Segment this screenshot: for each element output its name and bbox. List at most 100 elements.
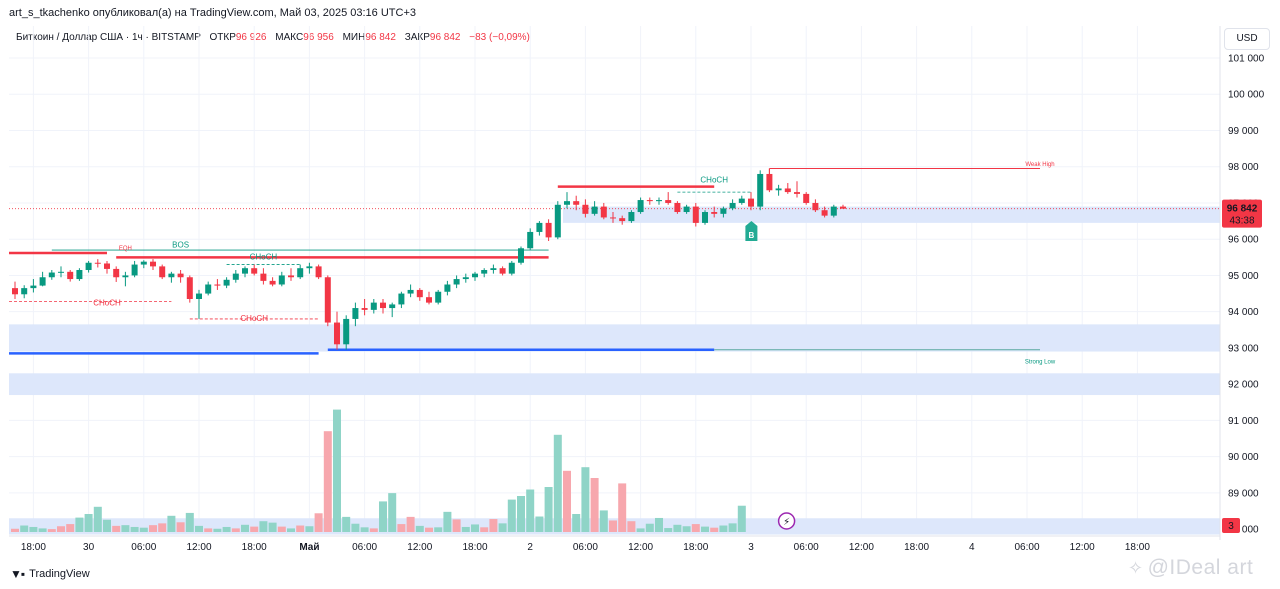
- candle-body: [389, 304, 396, 309]
- volume-bar: [84, 514, 93, 532]
- volume-bar: [213, 528, 222, 532]
- symbol-name[interactable]: Биткоин / Доллар США · 1ч · BITSTAMP: [16, 32, 201, 43]
- candle-body: [343, 318, 350, 345]
- volume-bar: [655, 517, 663, 532]
- price-tick: 95 000: [1228, 271, 1259, 282]
- volume-bar: [195, 525, 203, 532]
- volume-bar: [682, 526, 691, 532]
- price-tick: 89 000: [1228, 488, 1259, 499]
- time-axis[interactable]: 18:00 30 06:00 12:00 18:00 Май 06:00 12:00 18:00…: [9, 535, 1220, 553]
- annotation-label: BOS: [172, 241, 189, 250]
- time-tick: 18:00: [462, 542, 487, 553]
- volume-bar: [701, 526, 709, 532]
- candle-body: [518, 248, 524, 263]
- annotation-label: CHoCH: [250, 253, 278, 262]
- candle-body: [564, 201, 570, 205]
- candle-body: [554, 204, 561, 238]
- candle-body: [67, 271, 74, 280]
- volume-bar: [222, 526, 231, 532]
- volume-bar: [737, 505, 746, 532]
- volume-bar: [259, 521, 268, 532]
- volume-bar: [342, 516, 351, 532]
- candle-body: [757, 173, 764, 207]
- time-tick: 06:00: [794, 542, 819, 553]
- currency-button[interactable]: USD: [1224, 28, 1270, 50]
- candle-body: [196, 293, 202, 299]
- candle-body: [692, 206, 699, 223]
- volume-bar: [38, 528, 47, 532]
- time-tick: 18:00: [21, 542, 46, 553]
- time-tick: 06:00: [352, 542, 377, 553]
- candle-body: [113, 268, 120, 278]
- candle-body: [260, 273, 267, 281]
- volume-bar: [333, 409, 341, 532]
- candle-body: [361, 308, 368, 310]
- price-tick: 91 000: [1228, 416, 1259, 427]
- candle-body: [508, 262, 515, 274]
- volume-bar: [471, 524, 479, 532]
- candle-body: [278, 275, 285, 285]
- time-tick: 12:00: [1070, 542, 1095, 553]
- candle-body: [288, 275, 294, 278]
- volume-bar: [517, 496, 525, 532]
- candle-body: [729, 202, 736, 209]
- candle-body: [545, 222, 552, 238]
- candle-body: [334, 322, 340, 345]
- candle-body: [830, 206, 837, 216]
- candle-body: [794, 192, 800, 194]
- zones: [9, 206, 1220, 535]
- volume-bar: [425, 527, 433, 532]
- buy-marker-label: B: [749, 231, 755, 240]
- zone-0: [563, 206, 1220, 223]
- candle-body: [435, 291, 442, 303]
- volume-bar: [480, 527, 489, 532]
- candle-body: [683, 206, 690, 213]
- candle-body: [812, 202, 819, 211]
- volume-bar: [590, 478, 599, 532]
- eqh-label: EQH: [119, 246, 132, 252]
- time-tick: 18:00: [242, 542, 267, 553]
- candle-body: [297, 268, 304, 278]
- volume-bar: [167, 515, 176, 532]
- time-tick: 3: [748, 542, 754, 553]
- candle-body: [444, 284, 451, 292]
- volume-bar: [544, 487, 553, 532]
- volume-bar: [397, 524, 406, 532]
- change-value: −83 (−0,09%): [469, 32, 530, 43]
- volume-bar: [130, 526, 139, 532]
- volume-bar: [47, 529, 56, 532]
- candle-body: [591, 206, 598, 214]
- time-tick: 18:00: [683, 542, 708, 553]
- volume-bar: [618, 483, 627, 532]
- candle-body: [674, 202, 681, 213]
- candle-body: [840, 206, 846, 209]
- candle-body: [453, 279, 460, 285]
- annotation-label: CHoCH: [93, 299, 121, 308]
- volume-bar: [553, 434, 562, 532]
- volume-bar: [526, 489, 535, 532]
- volume-bar: [636, 528, 645, 532]
- candle-body: [352, 308, 359, 319]
- tradingview-logo-icon: ▼▪: [10, 567, 25, 581]
- volume-bar: [20, 525, 29, 532]
- candle-body: [821, 210, 828, 216]
- candle-body: [269, 280, 276, 285]
- volume-bar: [489, 519, 498, 532]
- volume-bar: [112, 525, 121, 532]
- candle-body: [490, 268, 497, 271]
- candle-body: [646, 200, 653, 202]
- candle-body: [30, 285, 37, 289]
- lightning-icon: [777, 512, 796, 530]
- volume-bar: [75, 517, 84, 532]
- time-tick: 4: [969, 542, 975, 553]
- volume-bar: [673, 524, 682, 532]
- volume-label-value: 3: [1228, 521, 1234, 532]
- levels: [9, 168, 1040, 355]
- price-tick: 101 000: [1228, 54, 1265, 65]
- candle-body: [159, 266, 166, 278]
- tradingview-branding[interactable]: ▼▪ TradingView: [10, 567, 90, 581]
- open-label: ОТКР: [209, 32, 236, 43]
- candle-body: [85, 262, 92, 271]
